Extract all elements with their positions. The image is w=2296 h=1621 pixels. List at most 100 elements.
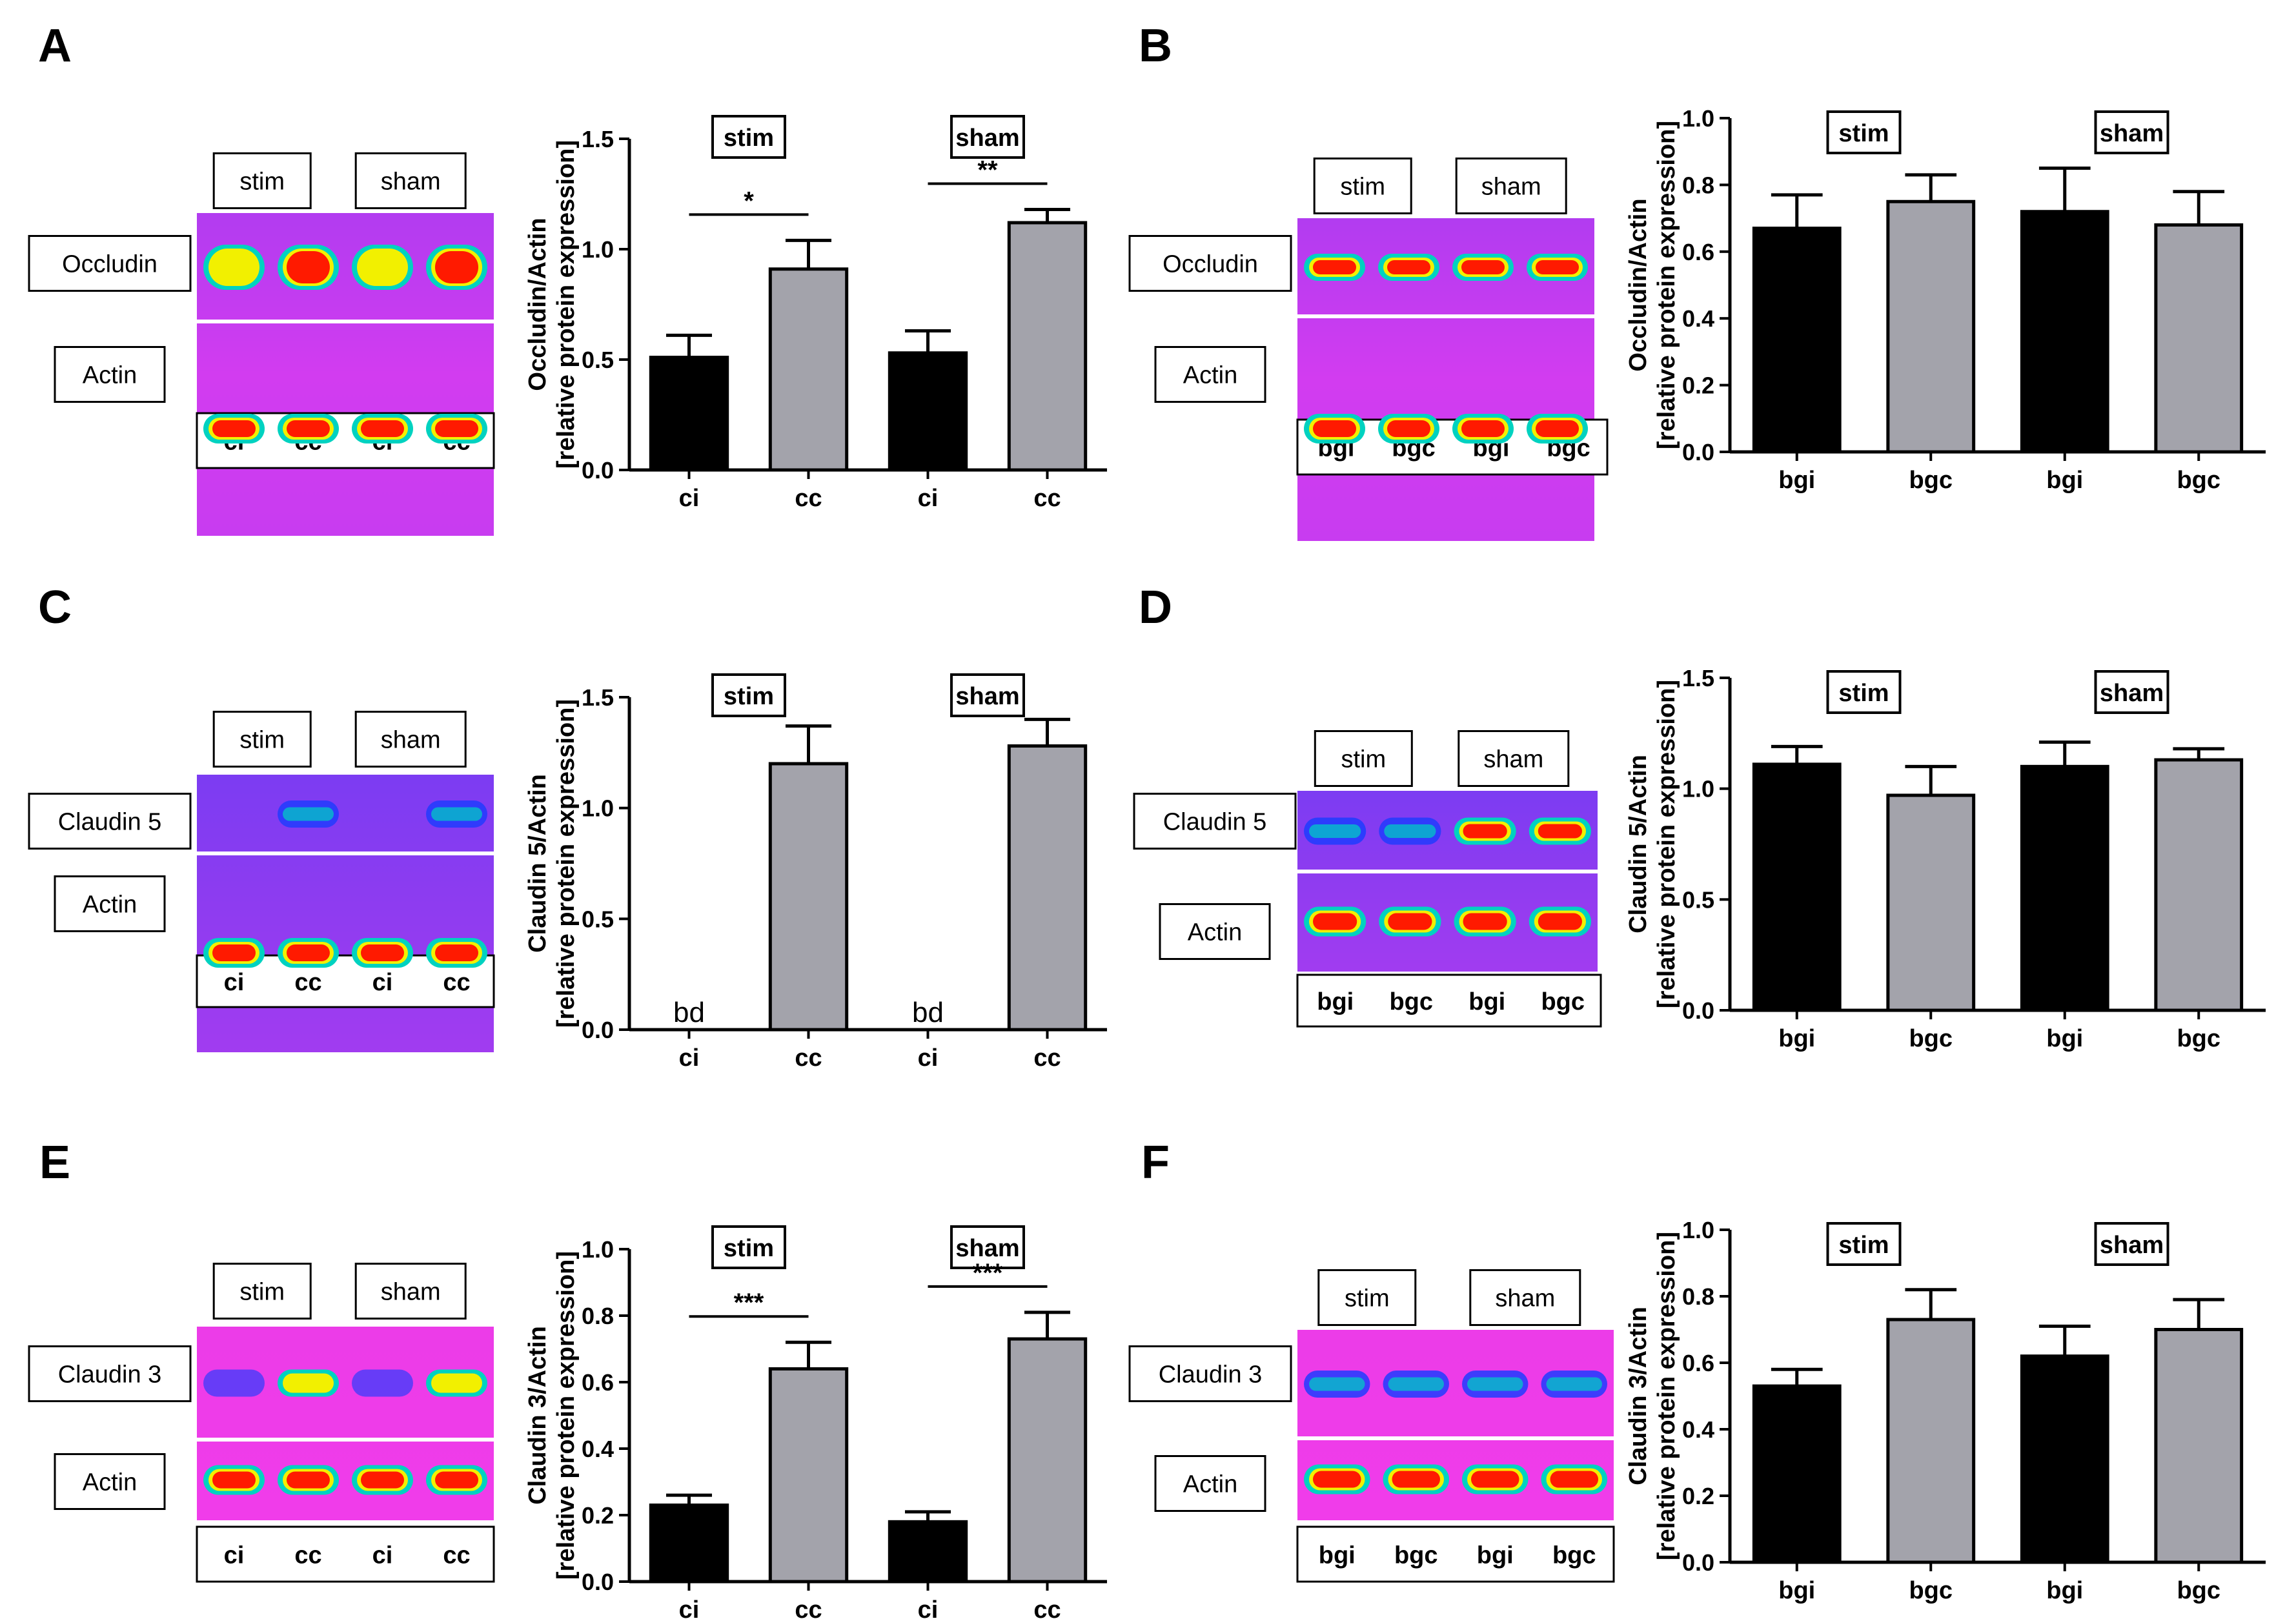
- band-D-target-2: [1454, 817, 1516, 845]
- band-E-actin-2-core: [361, 1471, 404, 1489]
- band-E-actin-0: [203, 1465, 265, 1495]
- chart-C-xtick-label-3: cc: [1033, 1045, 1061, 1072]
- blot-A-row-target: Occludin: [62, 251, 157, 278]
- blot-C-label-stim: stim: [239, 727, 285, 754]
- band-B-target-1-core: [1387, 260, 1430, 274]
- band-B-actin-3: [1527, 414, 1588, 443]
- band-D-target-2-core: [1463, 824, 1507, 839]
- chart-B-xtick-label-3: bgc: [2177, 467, 2220, 494]
- blot-D-lane-1: bgc: [1389, 988, 1433, 1015]
- chart-A-xtick-label-1: cc: [795, 485, 822, 512]
- band-C-actin-0-core: [212, 944, 256, 961]
- blot-B-row-target-box: [1128, 235, 1292, 292]
- band-F-target-1-mid: [1388, 1377, 1444, 1391]
- blot-E-lane-2: ci: [372, 1542, 393, 1569]
- chart-D-bar-2: [2020, 764, 2109, 1012]
- blot-A-row-target-box: [28, 235, 192, 292]
- blot-F-row-actin-box: [1154, 1455, 1266, 1512]
- band-F-actin-0-core: [1313, 1471, 1361, 1488]
- band-B-actin-2: [1452, 414, 1514, 443]
- chart-D-xtick-label-0: bgi: [1778, 1025, 1815, 1052]
- chart-C-bar-1: [768, 762, 849, 1032]
- chart-E-sig-label-1: ***: [973, 1259, 1003, 1287]
- chart-B-group-box-0: [1826, 110, 1902, 154]
- chart-A-xtick-label-3: cc: [1033, 485, 1061, 512]
- band-F-target-2: [1462, 1371, 1529, 1398]
- chart-A-group-label-0: stim: [724, 125, 774, 152]
- chart-C-bar-3: [1007, 744, 1088, 1032]
- band-D-actin-2: [1454, 906, 1516, 937]
- chart-C-group-label-1: sham: [955, 683, 1019, 710]
- panel-letter-A: A: [38, 20, 72, 72]
- chart-A-sig-label-1: **: [977, 156, 998, 184]
- blot-F-label-sham-box: [1469, 1269, 1581, 1326]
- chart-F-group-box-1: [2094, 1222, 2169, 1266]
- blot-F-lane-1: bgc: [1394, 1542, 1438, 1569]
- band-A-target-1-core: [287, 251, 330, 283]
- band-B-target-1: [1378, 254, 1439, 281]
- band-A-actin-2: [352, 414, 413, 443]
- band-B-target-2-core: [1461, 260, 1505, 274]
- band-F-target-3-mid: [1546, 1377, 1602, 1391]
- chart-C-ylabel-2: [relative protein expression]: [553, 699, 580, 1028]
- band-A-actin-3-core: [435, 420, 478, 437]
- chart-A-bar-0: [649, 356, 729, 472]
- blot-D-label-sham-box: [1458, 730, 1570, 787]
- blot-B-label-sham: sham: [1481, 174, 1541, 201]
- chart-E-sig-label-0: ***: [734, 1289, 764, 1317]
- blot-C-lane-0: ci: [224, 969, 245, 996]
- chart-F-ylabel-2: [relative protein expression]: [1653, 1232, 1680, 1560]
- band-D-target-1-mid: [1384, 824, 1436, 838]
- chart-D-ytick-label-2: 1.0: [1682, 776, 1714, 802]
- band-A-actin-1-core: [287, 420, 330, 437]
- blot-B-row-actin-box: [1154, 346, 1266, 403]
- chart-F-ytick-label-1: 0.2: [1682, 1483, 1714, 1509]
- chart-F-ytick-label-2: 0.4: [1682, 1416, 1714, 1443]
- chart-E-group-label-1: sham: [955, 1235, 1019, 1262]
- blot-D-label-stim: stim: [1341, 746, 1386, 773]
- blot-A-label-sham: sham: [381, 168, 441, 196]
- blot-A-divider: [197, 320, 494, 323]
- panel-letter-D: D: [1139, 582, 1172, 633]
- chart-D-group-label-1: sham: [2100, 680, 2164, 707]
- chart-C-xtick-label-2: ci: [918, 1045, 939, 1072]
- band-B-actin-3-core: [1536, 420, 1579, 437]
- chart-B-ytick-label-1: 0.2: [1682, 372, 1714, 399]
- chart-A-ylabel-1: Occludin/Actin: [524, 218, 551, 391]
- blot-D-divider: [1297, 870, 1598, 873]
- blot-C-lane-1: cc: [294, 969, 321, 996]
- band-B-actin-0-core: [1313, 420, 1356, 437]
- band-C-target-3-mid: [431, 807, 482, 821]
- chart-B-ytick-label-3: 0.6: [1682, 239, 1714, 265]
- chart-F-bar-2: [2020, 1354, 2109, 1564]
- blot-C-label-sham: sham: [381, 727, 441, 754]
- band-A-target-3: [426, 245, 487, 290]
- chart-E-ytick-label-1: 0.2: [582, 1502, 614, 1529]
- chart-A-ytick-label-3: 1.5: [582, 126, 614, 152]
- chart-B-xtick-label-1: bgc: [1909, 467, 1953, 494]
- blot-D-row-target-box: [1133, 793, 1297, 850]
- band-A-target-1: [278, 245, 339, 290]
- chart-B-ytick-label-2: 0.4: [1682, 305, 1714, 332]
- chart-F-bar-0: [1752, 1384, 1842, 1564]
- blot-F-label-stim-box: [1317, 1269, 1417, 1326]
- band-F-target-0: [1304, 1371, 1370, 1398]
- chart-C-annotation-2: bd: [912, 997, 944, 1028]
- chart-F-ylabel-1: Claudin 3/Actin: [1625, 1307, 1652, 1485]
- chart-E-group-box-1: [950, 1225, 1025, 1269]
- band-D-target-1: [1379, 817, 1441, 845]
- blot-E-lane-box: [196, 1525, 495, 1583]
- chart-D-bar-1: [1886, 793, 1976, 1012]
- chart-E-bar-1: [768, 1367, 849, 1584]
- band-E-actin-3: [426, 1465, 487, 1495]
- blot-C-row-target-box: [28, 793, 192, 850]
- blot-E-lane-1: cc: [294, 1542, 321, 1569]
- band-F-actin-2-core: [1471, 1471, 1519, 1488]
- band-E-target-2: [352, 1369, 413, 1397]
- blot-F-row-target: Claudin 3: [1159, 1361, 1263, 1389]
- chart-F-group-label-1: sham: [2100, 1232, 2164, 1259]
- chart-F-bar-3: [2154, 1328, 2244, 1564]
- blot-F-row-target-box: [1128, 1345, 1292, 1402]
